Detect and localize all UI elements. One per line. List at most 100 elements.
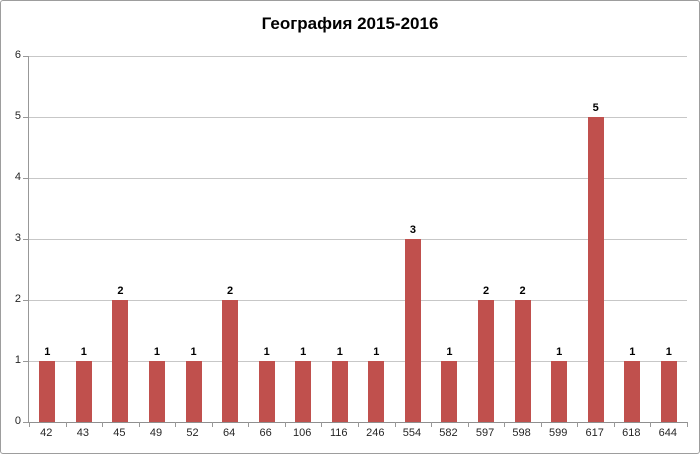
gridline	[29, 117, 687, 118]
bar-value-label: 1	[373, 346, 380, 358]
x-axis-tick	[687, 422, 688, 427]
bar	[441, 361, 458, 422]
bar-value-label: 1	[80, 346, 87, 358]
bar	[514, 300, 531, 422]
x-axis-tick	[65, 422, 67, 427]
y-axis-label: 5	[14, 110, 21, 122]
y-axis-tick	[23, 361, 29, 362]
x-axis-tick	[248, 422, 250, 427]
y-axis-tick	[23, 422, 29, 423]
bar-value-label: 2	[117, 285, 124, 297]
bar-value-label: 1	[446, 346, 453, 358]
x-axis-label: 42	[40, 427, 53, 439]
bar-slot: 1	[248, 56, 285, 422]
bars: 1 1 2 1 1 2 1 1 1 1 3 1 2 2 1 5 1 1	[29, 56, 687, 422]
bar	[75, 361, 92, 422]
x-axis-label: 554	[402, 427, 422, 439]
x-axis-label: 597	[475, 427, 495, 439]
bar-slot: 1	[541, 56, 578, 422]
bar-value-label: 2	[227, 285, 234, 297]
bar-slot: 1	[175, 56, 212, 422]
bar-value-label: 2	[519, 285, 526, 297]
bar-slot: 1	[651, 56, 688, 422]
bar	[112, 300, 129, 422]
bar	[39, 361, 56, 422]
x-axis-label: 52	[186, 427, 199, 439]
bar-slot: 1	[614, 56, 651, 422]
x-axis-label: 599	[548, 427, 568, 439]
x-axis-tick	[138, 422, 140, 427]
x-axis-label: 644	[658, 427, 678, 439]
gridline	[29, 178, 687, 179]
x-axis-label: 618	[622, 427, 641, 439]
bar	[404, 239, 421, 422]
bar	[478, 300, 495, 422]
bar-slot: 1	[139, 56, 176, 422]
x-axis-label: 66	[259, 427, 272, 439]
bar-value-label: 5	[592, 102, 599, 114]
x-axis-tick	[540, 422, 542, 427]
y-axis-tick	[23, 300, 29, 301]
bar-slot: 1	[285, 56, 322, 422]
y-axis-label: 6	[14, 49, 21, 61]
x-axis-tick	[467, 422, 469, 427]
y-axis-label: 0	[14, 415, 21, 427]
bar-value-label: 1	[556, 346, 563, 358]
x-axis-label: 598	[512, 427, 531, 439]
y-axis-tick	[23, 56, 29, 57]
x-axis-tick	[358, 422, 359, 427]
bar	[587, 117, 604, 422]
plot-area: 0 1 2 3 4 5 6 1 1 2 1 1 2 1 1 1 1 3 1 2 2 1 5 1 1	[15, 49, 688, 427]
x-axis-tick	[29, 422, 30, 427]
y-axis-tick	[23, 239, 29, 240]
x-axis-label: 246	[366, 427, 385, 439]
x-axis-tick	[394, 422, 396, 427]
bar-value-label: 1	[263, 346, 270, 358]
gridline	[29, 56, 687, 57]
x-axis-tick	[321, 422, 323, 427]
x-axis-tick	[284, 422, 286, 427]
bar-slot: 2	[504, 56, 541, 422]
y-axis-label: 2	[14, 293, 21, 305]
x-axis-label: 45	[113, 427, 126, 439]
x-axis-label: 106	[293, 427, 312, 439]
x-axis-tick	[431, 422, 433, 427]
bar-value-label: 2	[482, 285, 490, 297]
bar-slot: 1	[322, 56, 359, 422]
bar-slot: 1	[66, 56, 103, 422]
y-axis-label: 4	[14, 171, 21, 183]
x-axis-tick	[175, 422, 177, 427]
bar-value-label: 3	[409, 224, 416, 236]
x-axis-tick	[102, 422, 104, 427]
bar-slot: 1	[358, 56, 395, 422]
x-axis-tick	[650, 422, 652, 427]
y-axis-label: 1	[14, 354, 21, 366]
bar-slot: 2	[212, 56, 249, 422]
bar	[295, 361, 312, 422]
bar-value-label: 1	[336, 346, 343, 358]
bar-slot: 5	[577, 56, 614, 422]
gridline	[29, 239, 687, 240]
bar-slot: 3	[395, 56, 432, 422]
bar-slot: 2	[468, 56, 505, 422]
bar	[624, 361, 641, 422]
bar	[185, 361, 202, 422]
x-axis-label: 617	[585, 427, 604, 439]
chart-title: География 2015-2016	[261, 14, 439, 33]
x-axis-label: 43	[76, 427, 89, 439]
bar	[222, 300, 239, 422]
y-axis-tick	[23, 178, 29, 179]
bar-value-label: 1	[300, 346, 307, 358]
x-axis-tick	[504, 422, 506, 427]
gridline	[29, 361, 687, 362]
bar-slot: 1	[29, 56, 66, 422]
bar-slot: 2	[102, 56, 139, 422]
bar-value-label: 1	[629, 346, 636, 358]
bar-value-label: 1	[44, 346, 51, 358]
bar-slot: 1	[431, 56, 468, 422]
gridline	[29, 300, 687, 301]
y-axis-tick	[23, 117, 29, 118]
bar-value-label: 1	[153, 346, 161, 358]
bar-value-label: 1	[190, 346, 197, 358]
bar	[660, 361, 677, 422]
